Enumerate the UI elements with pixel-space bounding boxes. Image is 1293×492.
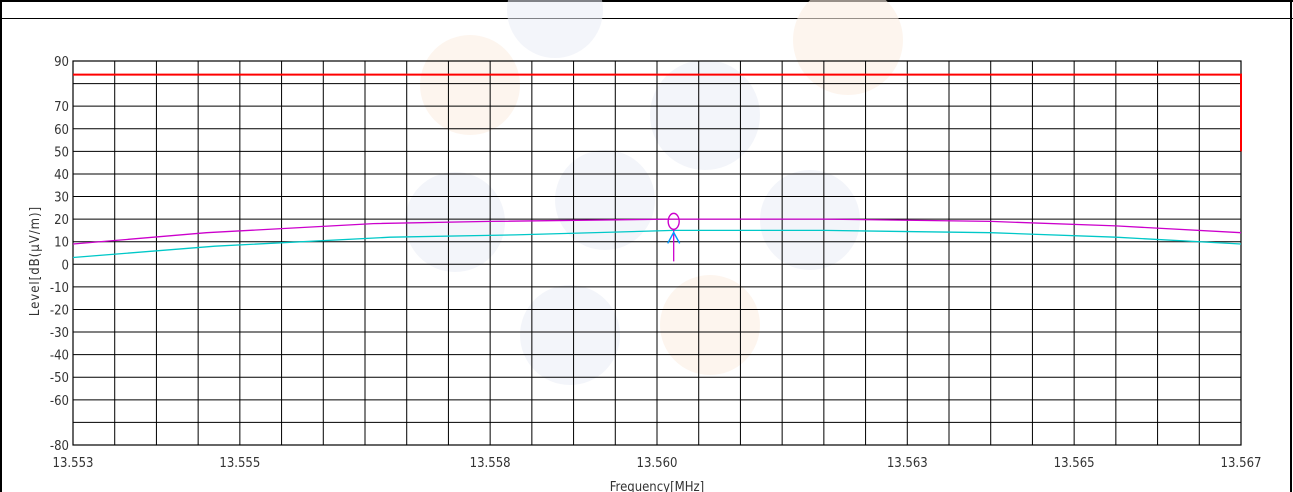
y-tick-label: 70 <box>54 100 69 115</box>
y-tick-label: -20 <box>50 303 69 318</box>
y-tick-label: -40 <box>50 349 69 364</box>
y-tick-label: -80 <box>50 439 69 454</box>
y-tick-label: -50 <box>50 371 69 386</box>
x-tick-label: 13.560 <box>637 456 678 471</box>
y-tick-label: -30 <box>50 326 69 341</box>
y-tick-label: 60 <box>54 123 69 138</box>
x-tick-label: 13.558 <box>470 456 511 471</box>
peak-trace <box>72 218 1242 245</box>
plot-border <box>72 60 1242 446</box>
marker-circle <box>667 212 680 231</box>
y-axis-label: Level[dB(μV/m)] <box>28 206 43 316</box>
y-tick-label: 0 <box>62 258 69 273</box>
y-tick-label: 20 <box>54 213 69 228</box>
frame-top-border <box>0 0 1293 2</box>
x-axis-label: Frequency[MHz] <box>610 480 704 492</box>
y-tick-label: -60 <box>50 394 69 409</box>
frame-left-border <box>0 0 2 492</box>
x-tick-label: 13.555 <box>219 456 260 471</box>
y-axis-tick-labels: 90 70 60 50 40 30 20 10 0 -10 -20 -30 -40 -50 -60 -80 <box>50 55 69 454</box>
marker-arrow <box>667 230 681 244</box>
y-tick-label: 50 <box>54 145 69 160</box>
y-tick-label: 40 <box>54 168 69 183</box>
x-tick-label: 13.567 <box>1221 456 1262 471</box>
x-tick-label: 13.553 <box>53 456 94 471</box>
y-tick-label: 30 <box>54 191 69 206</box>
x-tick-label: 13.565 <box>1054 456 1095 471</box>
y-tick-label: 90 <box>54 55 69 70</box>
x-axis-tick-labels: 13.553 13.555 13.558 13.560 13.563 13.565 13.5… <box>53 456 1262 471</box>
y-tick-label: 10 <box>54 236 69 251</box>
limit-line <box>73 73 1242 152</box>
y-tick-label: -10 <box>50 281 69 296</box>
frame-right-border <box>1290 0 1292 492</box>
x-tick-label: 13.563 <box>887 456 928 471</box>
marker-layer <box>667 212 681 262</box>
watermark-logo <box>405 0 903 385</box>
frame-header-rule <box>0 18 1293 19</box>
plot-grid <box>72 60 1242 446</box>
